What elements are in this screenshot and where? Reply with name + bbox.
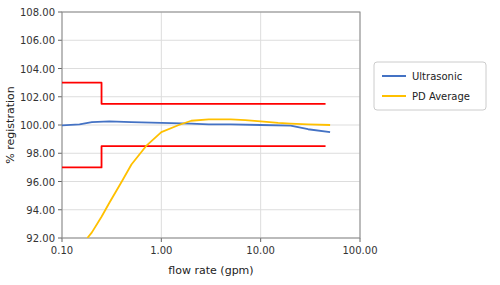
y-tick (58, 40, 62, 41)
x-grid-line (161, 12, 162, 238)
legend-swatch (382, 95, 406, 97)
legend-label: PD Average (412, 91, 470, 102)
y-grid-line (62, 181, 360, 182)
y-tick (58, 125, 62, 126)
y-grid-line (62, 209, 360, 210)
limit-line (62, 83, 326, 104)
limit-line (62, 146, 326, 167)
x-tick-label: 1.00 (150, 245, 172, 256)
series-group (62, 83, 330, 238)
y-tick (58, 153, 62, 154)
y-tick (58, 68, 62, 69)
x-tick-label: 0.10 (51, 245, 73, 256)
x-tick (260, 238, 261, 242)
x-tick-label: 100.00 (343, 245, 378, 256)
y-tick-label: 96.00 (26, 177, 55, 188)
y-tick-label: 102.00 (20, 92, 55, 103)
legend-label: Ultrasonic (412, 71, 462, 82)
x-tick (161, 238, 162, 242)
x-axis-label: flow rate (gpm) (168, 264, 253, 277)
y-tick-label: 106.00 (20, 35, 55, 46)
y-tick (58, 96, 62, 97)
grid (62, 12, 360, 238)
y-tick-label: 98.00 (26, 148, 55, 159)
background (0, 0, 500, 285)
y-grid-line (62, 153, 360, 154)
y-tick (58, 12, 62, 13)
y-tick (58, 209, 62, 210)
x-tick-label: 10.00 (246, 245, 275, 256)
x-tick (360, 238, 361, 242)
y-tick-label: 104.00 (20, 64, 55, 75)
y-axis-label: % registration (4, 86, 17, 163)
y-grid-line (62, 68, 360, 69)
y-tick-label: 94.00 (26, 205, 55, 216)
plot-frame (62, 12, 360, 238)
y-tick (58, 181, 62, 182)
legend-swatch (382, 75, 406, 77)
legend: Ultrasonic PD Average (374, 62, 486, 110)
y-tick-label: 108.00 (20, 7, 55, 18)
y-grid-line (62, 40, 360, 41)
series-line (87, 119, 330, 238)
x-tick (62, 238, 63, 242)
y-tick (58, 238, 62, 239)
y-tick-label: 100.00 (20, 120, 55, 131)
chart: 92.00 94.00 96.00 98.00 100.00 102.00 104.00 10… (0, 0, 500, 285)
y-grid-line (62, 96, 360, 97)
y-tick-label: 92.00 (26, 233, 55, 244)
legend-box (374, 62, 486, 110)
